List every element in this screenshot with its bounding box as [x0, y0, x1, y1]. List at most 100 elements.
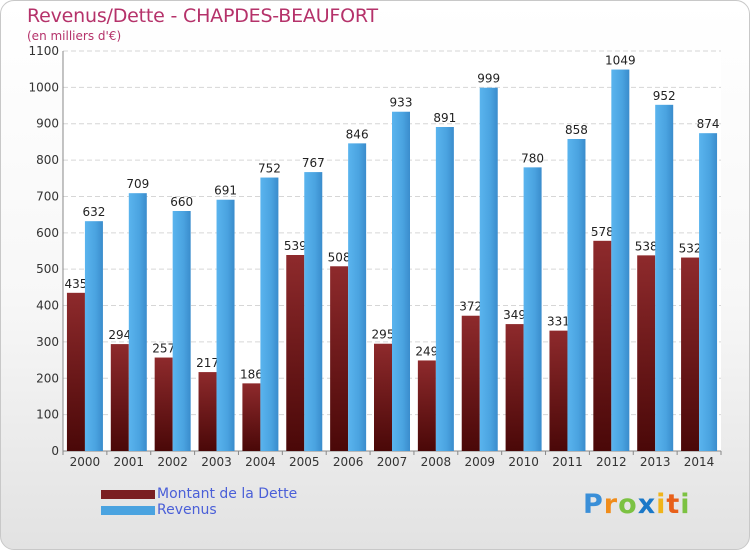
- data-label-revenus: 660: [170, 195, 193, 209]
- bar-dette: [505, 324, 524, 451]
- bar-dette: [242, 383, 261, 451]
- legend-swatch-revenus: [101, 505, 155, 515]
- y-tick-label: 900: [36, 117, 59, 131]
- bar-dette: [461, 315, 480, 451]
- bar-revenus: [348, 143, 367, 451]
- data-label-dette: 257: [152, 342, 175, 356]
- bar-revenus: [84, 221, 103, 451]
- logo-letter: t: [666, 489, 681, 520]
- y-tick-label: 500: [36, 262, 59, 276]
- data-label-dette: 578: [591, 225, 614, 239]
- bar-dette: [593, 240, 612, 451]
- bar-dette: [549, 330, 568, 451]
- data-label-revenus: 874: [697, 117, 720, 131]
- data-label-revenus: 1049: [605, 54, 636, 68]
- legend-item-revenus: Revenus: [101, 502, 297, 518]
- chart-unit-label: (en milliers d'€): [27, 29, 122, 43]
- data-label-revenus: 767: [302, 156, 325, 170]
- bar-dette: [374, 343, 392, 451]
- bar-dette: [286, 255, 305, 451]
- logo-letter: r: [603, 489, 619, 520]
- bar-dette: [681, 257, 700, 451]
- data-label-revenus: 999: [477, 72, 500, 86]
- bar-revenus: [392, 111, 410, 452]
- bar-revenus: [216, 199, 235, 451]
- data-label-dette: 538: [635, 239, 658, 253]
- bar-revenus: [304, 172, 323, 451]
- logo-letter: o: [618, 489, 638, 520]
- bar-dette: [154, 357, 173, 451]
- bar-revenus: [260, 177, 279, 451]
- bar-dette: [330, 266, 349, 451]
- x-tick-label: 2009: [464, 455, 495, 469]
- y-tick-label: 1000: [28, 80, 59, 94]
- x-tick-label: 2002: [157, 455, 188, 469]
- data-label-dette: 249: [415, 344, 438, 358]
- data-label-dette: 508: [328, 250, 351, 264]
- bar-revenus: [655, 104, 674, 452]
- data-label-dette: 217: [196, 356, 219, 370]
- data-label-dette: 539: [284, 239, 307, 253]
- x-tick-label: 2011: [552, 455, 583, 469]
- bar-revenus: [479, 87, 498, 452]
- legend-item-dette: Montant de la Dette: [101, 486, 297, 502]
- chart-title: Revenus/Dette - CHAPDES-BEAUFORT: [27, 5, 378, 27]
- x-tick-label: 2010: [508, 455, 539, 469]
- logo-letter: i: [656, 489, 667, 520]
- bar-revenus: [435, 127, 454, 451]
- bar-revenus: [523, 167, 542, 451]
- proxiti-logo: Proxiti: [583, 489, 691, 520]
- x-tick-label: 2012: [596, 455, 627, 469]
- y-tick-label: 0: [51, 444, 59, 458]
- y-tick-label: 800: [36, 153, 59, 167]
- x-tick-label: 2000: [70, 455, 101, 469]
- data-label-dette: 294: [108, 328, 131, 342]
- x-tick-label: 2001: [114, 455, 145, 469]
- bar-dette: [110, 344, 129, 451]
- bar-revenus: [567, 139, 586, 451]
- data-label-revenus: 691: [214, 184, 237, 198]
- bar-dette: [637, 255, 656, 451]
- logo-letter: P: [583, 489, 604, 520]
- data-label-revenus: 933: [390, 96, 413, 110]
- data-label-dette: 372: [459, 300, 482, 314]
- legend-swatch-dette: [101, 489, 155, 499]
- bar-revenus: [699, 133, 718, 451]
- y-tick-label: 700: [36, 189, 59, 203]
- data-label-revenus: 709: [126, 177, 149, 191]
- x-tick-label: 2004: [245, 455, 276, 469]
- legend-label-revenus: Revenus: [157, 502, 217, 518]
- y-tick-label: 200: [36, 371, 59, 385]
- logo-letter: x: [637, 489, 657, 520]
- data-label-revenus: 891: [433, 111, 456, 125]
- bar-dette: [417, 360, 436, 451]
- x-tick-label: 2006: [333, 455, 364, 469]
- data-label-revenus: 858: [565, 123, 588, 137]
- data-label-revenus: 846: [346, 127, 369, 141]
- data-label-revenus: 752: [258, 162, 281, 176]
- bar-revenus: [172, 211, 191, 451]
- data-label-dette: 435: [64, 277, 87, 291]
- data-label-revenus: 632: [82, 205, 105, 219]
- data-label-revenus: 952: [653, 89, 676, 103]
- x-tick-label: 2013: [640, 455, 671, 469]
- data-label-dette: 186: [240, 367, 263, 381]
- x-tick-label: 2007: [377, 455, 408, 469]
- chart-legend: Montant de la Dette Revenus: [101, 486, 297, 518]
- bar-dette: [198, 372, 217, 451]
- data-label-dette: 331: [547, 315, 570, 329]
- bar-dette: [66, 292, 85, 451]
- data-label-dette: 349: [503, 308, 526, 322]
- data-label-dette: 295: [372, 328, 395, 342]
- logo-letter: i: [680, 489, 691, 520]
- y-tick-label: 600: [36, 226, 59, 240]
- x-tick-label: 2003: [201, 455, 232, 469]
- x-tick-label: 2005: [289, 455, 320, 469]
- y-tick-label: 1100: [28, 44, 59, 58]
- bar-revenus: [611, 69, 630, 451]
- data-label-revenus: 780: [521, 151, 544, 165]
- x-tick-label: 2014: [684, 455, 715, 469]
- data-label-dette: 532: [679, 242, 702, 256]
